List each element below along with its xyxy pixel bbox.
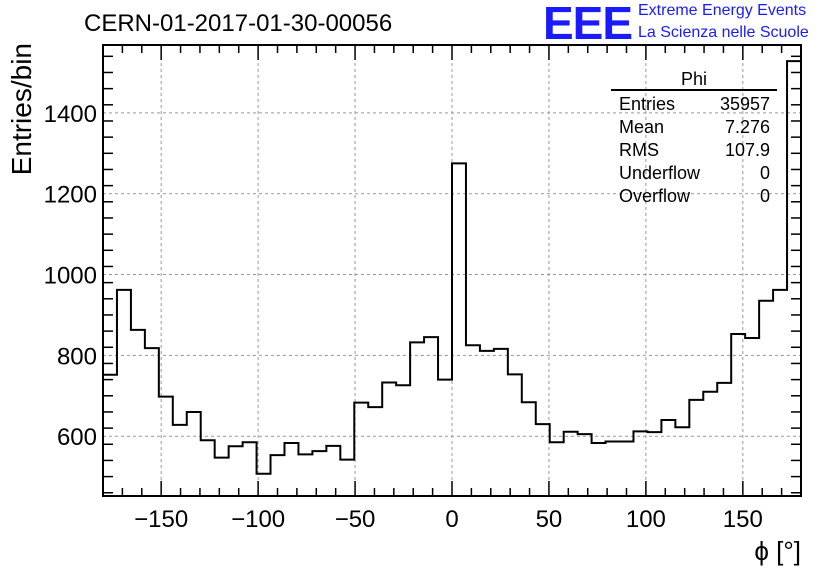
histogram-bin bbox=[522, 402, 536, 496]
stats-box-title: Phi bbox=[681, 69, 707, 89]
histogram-bin bbox=[773, 290, 787, 496]
histogram-bin bbox=[480, 351, 494, 496]
stats-row-value: 107.9 bbox=[725, 140, 770, 160]
y-tick-label: 1200 bbox=[44, 182, 97, 209]
y-tick-label: 600 bbox=[57, 424, 97, 451]
histogram-bin bbox=[564, 432, 578, 496]
histogram-bin bbox=[187, 412, 201, 496]
y-tick-label: 1400 bbox=[44, 101, 97, 128]
x-tick-label: 150 bbox=[723, 506, 763, 533]
histogram-bin bbox=[173, 425, 187, 496]
histogram-bin bbox=[466, 345, 480, 496]
stats-row-value: 7.276 bbox=[725, 117, 770, 137]
histogram-outline bbox=[103, 60, 801, 475]
histogram-bin bbox=[424, 337, 438, 496]
histogram-bin bbox=[396, 385, 410, 496]
y-tick-label: 800 bbox=[57, 343, 97, 370]
histogram-bin bbox=[312, 451, 326, 496]
histogram-bin bbox=[215, 458, 229, 496]
logo-caption-line2: La Scienza nelle Scuole bbox=[638, 24, 809, 41]
logo-caption-line1: Extreme Energy Events bbox=[638, 2, 807, 19]
histogram-bin bbox=[759, 301, 773, 496]
stats-row-value: 35957 bbox=[720, 94, 770, 114]
y-axis-title: Entries/bin bbox=[6, 43, 37, 175]
x-tick-label: −150 bbox=[134, 506, 188, 533]
histogram-bin bbox=[354, 403, 368, 496]
histogram-bin bbox=[745, 338, 759, 496]
histogram-bin bbox=[410, 342, 424, 496]
histogram-bin bbox=[592, 443, 606, 496]
histogram-bin bbox=[536, 424, 550, 496]
histogram-bin bbox=[229, 446, 243, 496]
histogram-bin bbox=[689, 400, 703, 496]
plot-title: CERN-01-2017-01-30-00056 bbox=[84, 10, 393, 37]
histogram-bin bbox=[675, 427, 689, 496]
stats-row-label: Mean bbox=[619, 117, 664, 137]
histogram-bin bbox=[661, 420, 675, 496]
histogram-bin bbox=[647, 432, 661, 496]
histogram-bin bbox=[620, 441, 634, 496]
histogram-bin bbox=[494, 349, 508, 496]
histogram-bin bbox=[131, 330, 145, 496]
y-tick-label: 1000 bbox=[44, 263, 97, 290]
histogram-bin bbox=[298, 454, 312, 496]
histogram-bin bbox=[368, 407, 382, 496]
histogram-bin bbox=[606, 441, 620, 496]
stats-row-label: Entries bbox=[619, 94, 675, 114]
histogram-bin bbox=[578, 434, 592, 496]
histogram-bin bbox=[326, 446, 340, 496]
stats-row-label: Overflow bbox=[619, 186, 691, 206]
histogram-bin bbox=[731, 334, 745, 496]
histogram-bin bbox=[550, 442, 564, 496]
x-tick-label: 50 bbox=[536, 506, 563, 533]
histogram-bin bbox=[103, 375, 117, 496]
x-tick-label: −50 bbox=[335, 506, 376, 533]
histogram-bin bbox=[508, 374, 522, 496]
x-tick-label: −100 bbox=[231, 506, 285, 533]
histogram-bin bbox=[452, 163, 466, 496]
x-axis-title: ϕ [°] bbox=[754, 536, 801, 566]
stats-row-label: RMS bbox=[619, 140, 659, 160]
stats-row-value: 0 bbox=[760, 186, 770, 206]
histogram-bin bbox=[382, 382, 396, 496]
histogram-bin bbox=[201, 440, 215, 496]
histogram-bin bbox=[340, 460, 354, 496]
histogram-bin bbox=[438, 380, 452, 496]
x-tick-label: 0 bbox=[445, 506, 458, 533]
histogram-bin bbox=[117, 290, 131, 496]
stats-row-value: 0 bbox=[760, 163, 770, 183]
histogram-bin bbox=[703, 392, 717, 496]
histogram-bin bbox=[145, 348, 159, 496]
histogram-bin bbox=[243, 442, 257, 496]
eee-logo: EEE bbox=[543, 0, 633, 49]
histogram-bin bbox=[787, 61, 801, 496]
stats-row-label: Underflow bbox=[619, 163, 701, 183]
x-tick-label: 100 bbox=[626, 506, 666, 533]
stats-box: Phi Entries 35957 Mean 7.276 RMS 107.9 Underflo… bbox=[611, 69, 777, 206]
histogram-bin bbox=[717, 383, 731, 496]
